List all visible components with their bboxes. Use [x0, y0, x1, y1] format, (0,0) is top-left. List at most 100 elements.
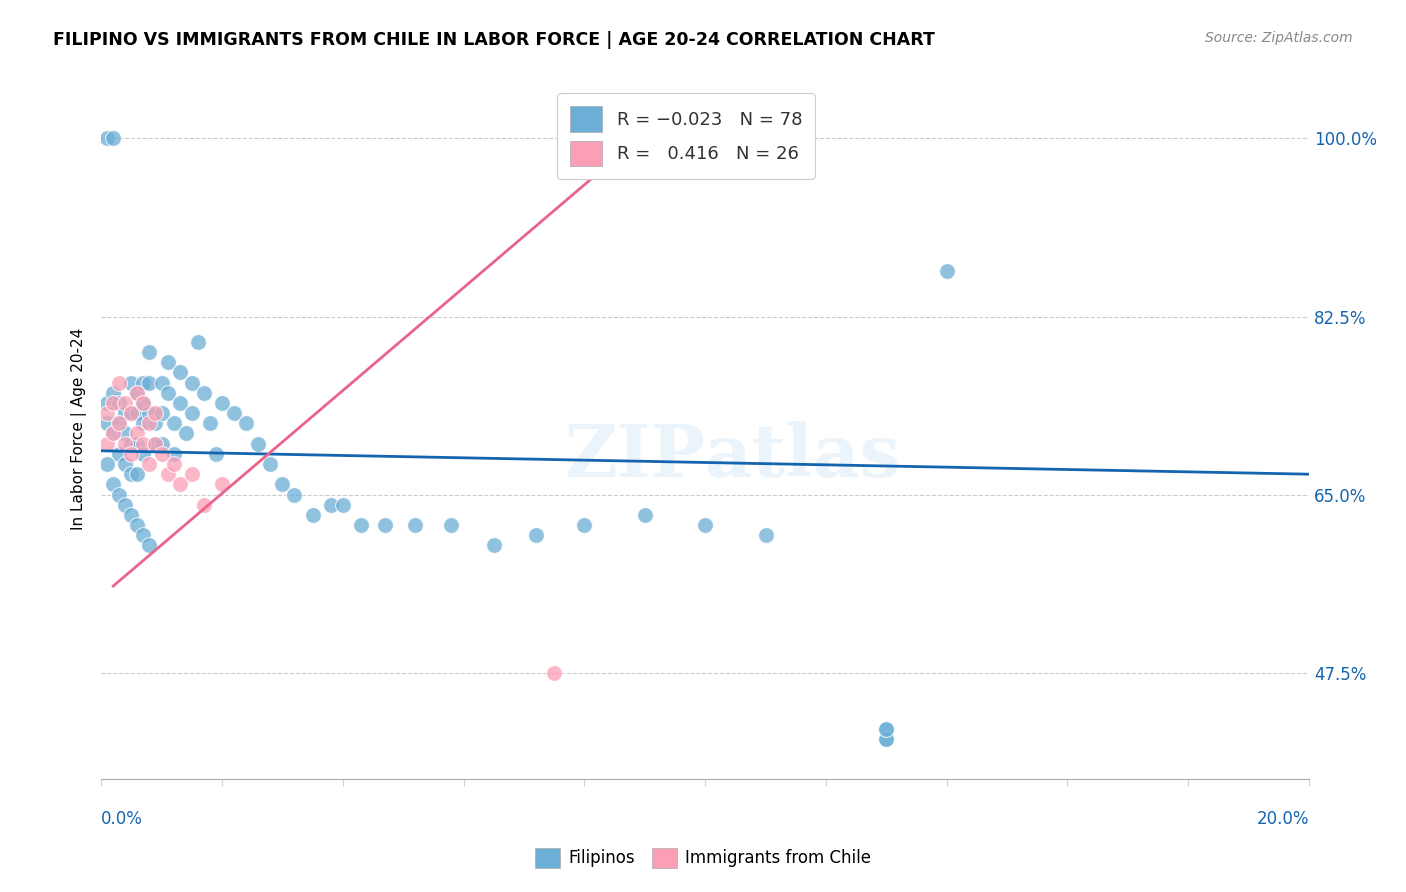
Point [127, 385, 149, 400]
Point [120, 406, 142, 420]
Point [132, 396, 155, 410]
Point [162, 417, 184, 431]
Point [132, 417, 155, 431]
Point [169, 366, 191, 380]
Legend: R = −0.023   N = 78, R =   0.416   N = 26: R = −0.023 N = 78, R = 0.416 N = 26 [557, 94, 815, 179]
Y-axis label: In Labor Force | Age 20-24: In Labor Force | Age 20-24 [72, 327, 87, 530]
Text: 20.0%: 20.0% [1257, 810, 1309, 828]
Point [127, 436, 149, 450]
Point [198, 417, 221, 431]
Point [138, 406, 160, 420]
Point [875, 722, 897, 736]
Text: FILIPINO VS IMMIGRANTS FROM CHILE IN LABOR FORCE | AGE 20-24 CORRELATION CHART: FILIPINO VS IMMIGRANTS FROM CHILE IN LAB… [53, 31, 935, 49]
Text: 0.0%: 0.0% [101, 810, 143, 828]
Point [332, 498, 354, 512]
Point [150, 447, 173, 461]
Point [120, 406, 142, 420]
Point [108, 396, 131, 410]
Point [132, 396, 155, 410]
Point [574, 518, 596, 533]
Point [96, 131, 118, 145]
Point [150, 406, 173, 420]
Point [103, 477, 125, 491]
Point [114, 436, 136, 450]
Text: Source: ZipAtlas.com: Source: ZipAtlas.com [1205, 31, 1353, 45]
Point [96, 436, 118, 450]
Point [127, 426, 149, 441]
Point [145, 436, 167, 450]
Point [259, 457, 281, 471]
Point [138, 376, 160, 390]
Point [935, 264, 957, 278]
Point [120, 467, 142, 482]
Point [754, 528, 776, 542]
Point [108, 447, 131, 461]
Point [283, 487, 305, 501]
Point [875, 731, 897, 746]
Point [132, 376, 155, 390]
Point [114, 396, 136, 410]
Point [103, 426, 125, 441]
Point [120, 508, 142, 522]
Point [193, 498, 215, 512]
Point [482, 538, 505, 552]
Point [138, 538, 160, 552]
Point [132, 436, 155, 450]
Point [205, 447, 228, 461]
Point [634, 508, 657, 522]
Point [235, 417, 257, 431]
Point [162, 447, 184, 461]
Point [404, 518, 426, 533]
Point [127, 406, 149, 420]
Point [120, 447, 142, 461]
Point [247, 436, 270, 450]
Point [150, 376, 173, 390]
Point [138, 417, 160, 431]
Point [108, 417, 131, 431]
Point [174, 426, 197, 441]
Point [96, 406, 118, 420]
Point [180, 467, 202, 482]
Point [138, 345, 160, 359]
Point [187, 334, 209, 349]
Point [156, 467, 179, 482]
Point [145, 417, 167, 431]
Point [169, 477, 191, 491]
Point [96, 396, 118, 410]
Point [132, 447, 155, 461]
Point [211, 396, 233, 410]
Point [211, 477, 233, 491]
Text: ZIP: ZIP [564, 421, 704, 492]
Text: atlas: atlas [704, 421, 900, 492]
Point [138, 457, 160, 471]
Point [374, 518, 396, 533]
Point [108, 417, 131, 431]
Point [524, 528, 547, 542]
Point [114, 426, 136, 441]
Point [875, 731, 897, 746]
Point [875, 722, 897, 736]
Legend: Filipinos, Immigrants from Chile: Filipinos, Immigrants from Chile [529, 841, 877, 875]
Point [693, 518, 716, 533]
Point [114, 406, 136, 420]
Point [103, 426, 125, 441]
Point [108, 487, 131, 501]
Point [120, 376, 142, 390]
Point [169, 396, 191, 410]
Point [103, 131, 125, 145]
Point [120, 436, 142, 450]
Point [301, 508, 323, 522]
Point [162, 457, 184, 471]
Point [145, 436, 167, 450]
Point [127, 385, 149, 400]
Point [96, 417, 118, 431]
Point [180, 406, 202, 420]
Point [222, 406, 245, 420]
Point [440, 518, 463, 533]
Point [180, 376, 202, 390]
Point [193, 385, 215, 400]
Point [114, 457, 136, 471]
Point [271, 477, 294, 491]
Point [132, 528, 155, 542]
Point [114, 498, 136, 512]
